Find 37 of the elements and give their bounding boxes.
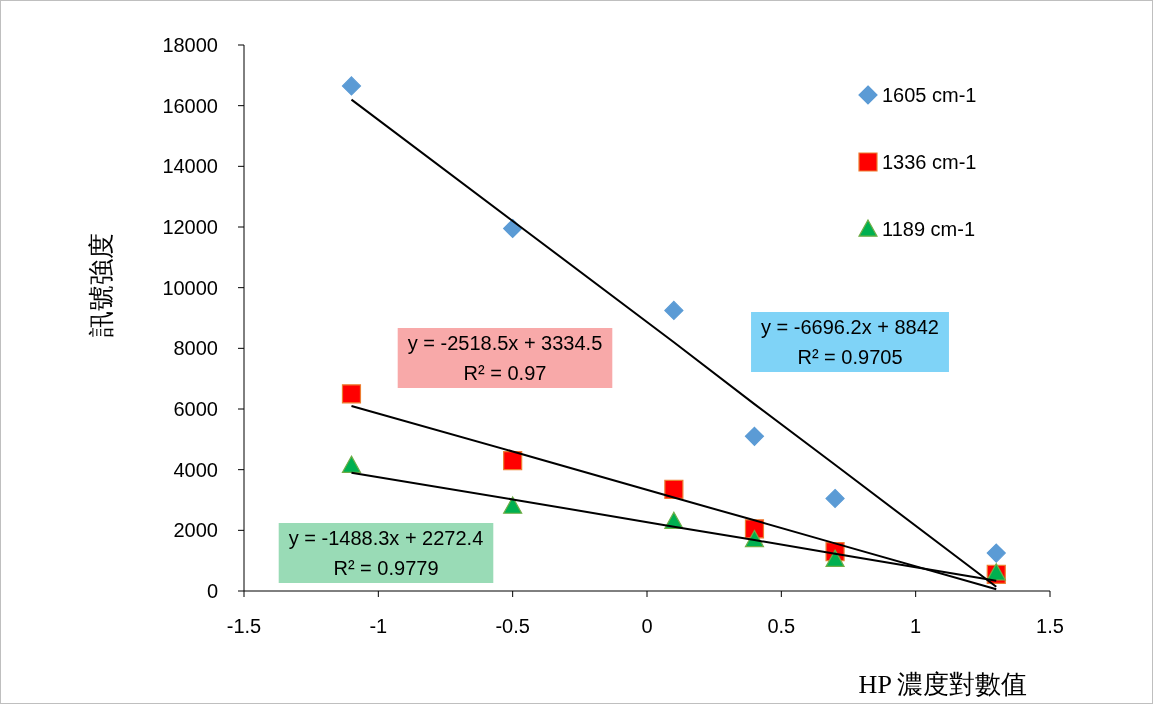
point [503,496,523,514]
annotation: y = -6696.2x + 8842 R² = 0.9705 [761,316,939,368]
x-tick-label: 1 [910,615,922,637]
x-tick-label: 0 [641,615,653,637]
point [664,479,684,499]
legend-label: 1605 cm-1 [882,84,977,106]
point [664,300,684,321]
y-tick-label: 0 [206,580,218,602]
point [341,455,362,473]
x-tick-label: -0.5 [495,615,530,637]
point [341,76,362,96]
point [744,426,765,446]
legend-label: 1189 cm-1 [882,218,976,240]
y-axis-title: 訊號強度 [87,233,116,337]
point [503,218,523,239]
legend-label: 1336 cm-1 [882,151,977,173]
y-tick-label: 16000 [162,94,218,117]
y-tick-label: 18000 [162,34,218,56]
y-tick-label: 8000 [173,337,218,360]
point [341,384,362,404]
x-axis-title: HP 濃度對數值 [858,670,1028,699]
y-tick-label: 6000 [173,398,218,420]
y-tick-label: 2000 [173,519,218,542]
point [825,549,845,567]
y-tick-label: 4000 [173,458,218,481]
x-tick-label: 0.5 [767,615,796,637]
annotation: y = -1488.3x + 2272.4 R² = 0.9779 [288,527,484,579]
point [503,450,523,471]
x-tick-label: 1.5 [1036,615,1064,637]
x-tick-label: -1 [369,615,388,637]
y-tick-label: 10000 [162,276,218,299]
point [986,543,1006,563]
annotation: y = -2518.5x + 3334.5 R² = 0.97 [407,332,603,384]
y-tick-label: 12000 [162,216,218,238]
point [825,488,845,509]
x-tick-label: -1.5 [226,615,262,637]
y-tick-label: 14000 [162,155,218,178]
